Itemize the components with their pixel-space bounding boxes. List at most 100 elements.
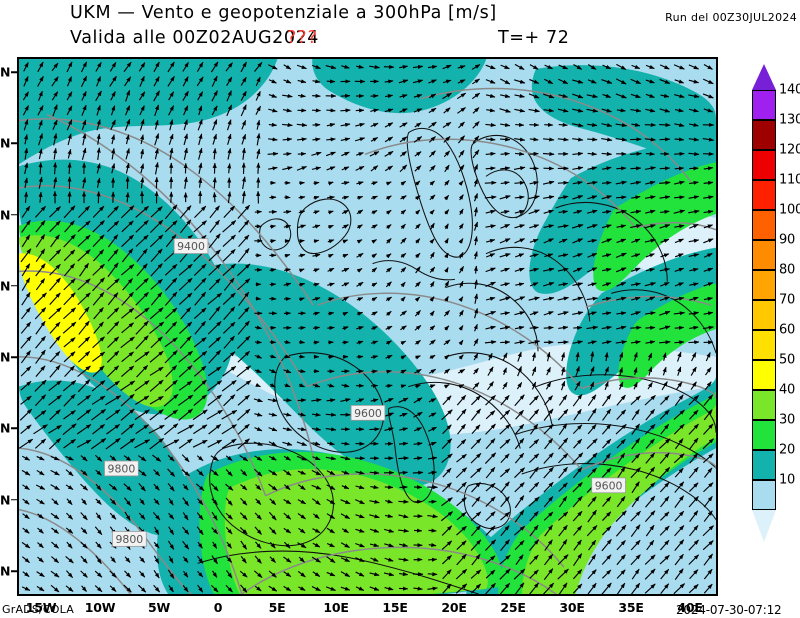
wind-vector [326,137,336,142]
wind-vector [499,296,511,301]
wind-vector [602,64,612,70]
wind-vector [703,311,714,316]
wind-vector [427,572,438,577]
wind-vector [413,94,423,99]
colorbar-tick-label: 110 [779,172,800,188]
wind-vector [587,79,597,84]
wind-vector [356,281,364,287]
wind-vector [472,121,480,129]
wind-vector [660,238,670,243]
wind-vector [356,297,364,302]
wind-vector [601,123,613,128]
wind-vector [327,267,335,273]
wind-vector [356,64,364,69]
valid-time-label: Valida alle 00Z02AUG2024 [70,28,320,48]
wind-vector [674,195,685,200]
contour-label: 9600 [595,479,623,492]
wind-vector [21,234,31,248]
wind-vector [183,133,188,146]
wind-vector [297,79,307,84]
wind-vector [457,135,465,144]
wind-vector [268,64,278,70]
wind-vector [153,76,160,87]
wind-vector [20,248,32,263]
wind-vector [630,209,642,214]
wind-vector [631,64,641,70]
wind-vector [660,281,670,287]
wind-vector [140,163,145,174]
wind-vector [703,238,714,244]
wind-vector [673,93,685,99]
weather-map[interactable]: 9400 9800 9600 9800 9600 [17,57,718,596]
wind-vector [227,191,232,204]
wind-vector [615,180,627,185]
wind-vector [298,210,306,215]
wind-vector [385,94,394,99]
wind-vector [428,79,437,84]
wind-vector [385,267,392,273]
forecast-hour-label: T=+ 72 [498,28,570,48]
wind-vector [473,265,478,274]
wind-vector [442,92,452,100]
wind-vector [558,78,569,85]
wind-vector [282,108,292,113]
wind-vector [77,234,91,247]
wind-vector [154,161,159,175]
wind-vector [327,311,335,316]
wind-vector [49,263,61,276]
wind-vector [660,253,670,258]
wind-vector [208,233,221,249]
wind-vector [238,307,250,320]
wind-vector [369,470,380,475]
wind-vector [429,310,435,317]
wind-vector [399,470,409,475]
wind-vector [223,306,236,321]
wind-vector [241,190,246,204]
wind-vector [237,278,251,291]
wind-vector [254,62,263,72]
wind-vector [282,93,293,99]
wind-vector [513,166,526,171]
wind-vector [93,249,105,262]
wind-vector [500,151,510,156]
wind-vector [107,292,119,306]
wind-vector [167,75,175,87]
wind-vector [328,181,334,186]
wind-vector [689,223,699,229]
wind-vector [659,137,671,142]
wind-vector [616,63,627,71]
wind-vector [514,209,525,214]
wind-vector [616,296,627,301]
wind-vector [384,122,394,128]
wind-vector [298,354,306,359]
wind-vector [499,238,511,244]
wind-vector [443,150,451,158]
wind-vector [703,252,713,258]
wind-vector [571,224,584,229]
wind-vector [241,133,247,145]
wind-vector [429,296,435,302]
wind-vector [385,296,392,302]
wind-vector [49,292,61,306]
wind-vector [572,195,584,200]
wind-vector [52,104,58,117]
wind-vector [444,180,450,186]
wind-vector [458,266,465,274]
colorbar-tick-label: 50 [779,352,795,368]
wind-vector [35,320,46,335]
wind-vector [254,340,262,345]
wind-vector [543,93,555,99]
wind-vector [327,195,335,200]
wind-vector [688,108,699,113]
wind-vector [168,133,174,145]
wind-vector [298,268,305,273]
wind-vector [689,282,699,287]
wind-vector [256,162,261,174]
wind-vector [34,307,47,320]
wind-vector [674,122,685,127]
wind-vector [644,238,656,243]
wind-vector [644,166,656,171]
wind-vector [616,166,627,171]
wind-vector [529,238,539,243]
colorbar-legend[interactable]: 140 130 120 110 100 90 80 70 60 50 40 30 20 10 [752,62,800,582]
